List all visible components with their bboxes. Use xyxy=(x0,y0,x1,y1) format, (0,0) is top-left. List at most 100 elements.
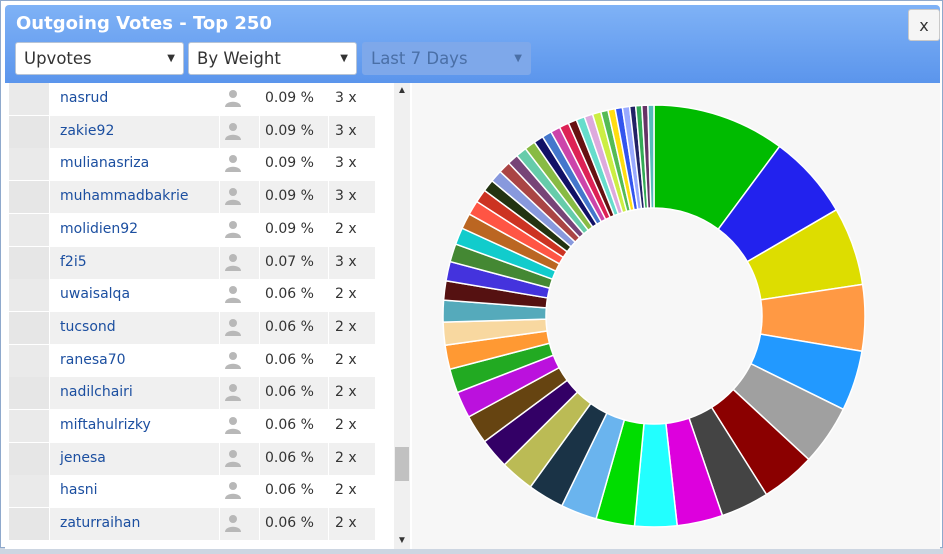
vote-percent: 0.06 % xyxy=(265,515,314,532)
vote-percent: 0.06 % xyxy=(265,351,314,368)
voter-name-link[interactable]: zaturraihan xyxy=(60,515,141,532)
voter-name-link[interactable]: muhammadbakrie xyxy=(60,188,189,205)
rank-cell xyxy=(9,279,49,312)
vote-count: 3 x xyxy=(335,155,357,172)
vote-percent: 0.09 % xyxy=(265,188,314,205)
rank-cell xyxy=(9,410,49,442)
close-button[interactable]: x xyxy=(908,9,940,41)
sort-value: By Weight xyxy=(197,49,281,68)
voter-name-link[interactable]: hasni xyxy=(60,482,98,499)
vote-type-select[interactable]: Upvotes ▼ xyxy=(15,42,184,75)
chevron-down-icon[interactable]: ▼ xyxy=(397,535,407,546)
voter-name-link[interactable]: zakie92 xyxy=(60,122,115,139)
user-silhouette-icon[interactable] xyxy=(224,220,242,238)
table-row[interactable]: zaturraihan 0.06 % 2 x xyxy=(9,508,375,541)
user-silhouette-icon[interactable] xyxy=(224,253,242,271)
table-row[interactable]: uwaisalqa 0.06 % 2 x xyxy=(9,279,375,312)
voter-name-link[interactable]: molidien92 xyxy=(60,220,139,237)
voter-name-link[interactable]: uwaisalqa xyxy=(60,286,131,303)
user-silhouette-icon[interactable] xyxy=(224,285,242,304)
user-silhouette-icon[interactable] xyxy=(224,89,242,107)
voter-name-link[interactable]: nasrud xyxy=(60,90,109,106)
user-silhouette-icon[interactable] xyxy=(224,351,242,369)
table-row[interactable]: hasni 0.06 % 2 x xyxy=(9,475,375,508)
vote-percent: 0.09 % xyxy=(265,90,314,106)
vote-count: 2 x xyxy=(335,482,357,499)
scrollbar-thumb[interactable] xyxy=(395,447,409,481)
table-row[interactable]: nadilchairi 0.06 % 2 x xyxy=(9,377,375,410)
rank-cell xyxy=(9,115,49,148)
chevron-up-icon[interactable]: ▲ xyxy=(397,85,407,96)
voter-name-link[interactable]: mulianasriza xyxy=(60,155,150,172)
rank-cell xyxy=(9,344,49,377)
user-silhouette-icon[interactable] xyxy=(224,187,242,206)
vote-percent: 0.06 % xyxy=(265,286,314,303)
voter-name-link[interactable]: jenesa xyxy=(60,449,106,466)
vote-percent: 0.06 % xyxy=(265,449,314,466)
voter-name-link[interactable]: f2i5 xyxy=(60,253,87,270)
table-row[interactable]: nasrud 0.09 % 3 x xyxy=(9,83,375,115)
vote-percent: 0.06 % xyxy=(265,384,314,401)
vote-count: 3 x xyxy=(335,253,357,270)
table-row[interactable]: miftahulrizky 0.06 % 2 x xyxy=(9,410,375,442)
vote-percent: 0.09 % xyxy=(265,122,314,139)
sort-select[interactable]: By Weight ▼ xyxy=(188,42,357,75)
vote-count: 3 x xyxy=(335,188,357,205)
dialog-title: Outgoing Votes - Top 250 xyxy=(16,13,272,34)
user-silhouette-icon[interactable] xyxy=(224,154,242,173)
period-select: Last 7 Days ▼ xyxy=(362,42,531,75)
user-silhouette-icon[interactable] xyxy=(224,318,242,336)
vote-type-value: Upvotes xyxy=(24,49,92,68)
user-silhouette-icon[interactable] xyxy=(224,122,242,140)
rank-cell xyxy=(9,148,49,181)
vote-count: 2 x xyxy=(335,286,357,303)
vote-count: 2 x xyxy=(335,351,357,368)
user-silhouette-icon[interactable] xyxy=(224,481,242,500)
vote-percent: 0.09 % xyxy=(265,155,314,172)
dialog-header: Outgoing Votes - Top 250 x Upvotes ▼ By … xyxy=(5,5,940,83)
user-silhouette-icon[interactable] xyxy=(224,514,242,533)
voter-name-link[interactable]: miftahulrizky xyxy=(60,417,151,433)
vote-count: 2 x xyxy=(335,318,357,335)
votes-donut-chart xyxy=(412,83,940,549)
voter-name-link[interactable]: nadilchairi xyxy=(60,384,133,401)
table-row[interactable]: mulianasriza 0.09 % 3 x xyxy=(9,148,375,181)
vote-percent: 0.07 % xyxy=(265,253,314,270)
vote-percent: 0.06 % xyxy=(265,417,314,433)
dialog-content: nasrud 0.09 % 3 x zakie92 0.09 % 3 x mulianasr… xyxy=(5,83,940,549)
table-row[interactable]: jenesa 0.06 % 2 x xyxy=(9,442,375,475)
table-row[interactable]: f2i5 0.07 % 3 x xyxy=(9,246,375,279)
vote-percent: 0.09 % xyxy=(265,220,314,237)
table-row[interactable]: molidien92 0.09 % 2 x xyxy=(9,213,375,246)
chevron-down-icon: ▼ xyxy=(167,53,175,64)
table-row[interactable]: ranesa70 0.06 % 2 x xyxy=(9,344,375,377)
user-silhouette-icon[interactable] xyxy=(224,416,242,434)
table-scrollbar[interactable]: ▲ ▼ xyxy=(394,83,410,549)
rank-cell xyxy=(9,213,49,246)
chevron-down-icon: ▼ xyxy=(514,53,522,64)
vote-count: 2 x xyxy=(335,384,357,401)
table-row[interactable]: zakie92 0.09 % 3 x xyxy=(9,115,375,148)
rank-cell xyxy=(9,442,49,475)
voter-name-link[interactable]: ranesa70 xyxy=(60,351,126,368)
vote-percent: 0.06 % xyxy=(265,482,314,499)
table-row[interactable]: muhammadbakrie 0.09 % 3 x xyxy=(9,181,375,214)
vote-count: 2 x xyxy=(335,515,357,532)
rank-cell xyxy=(9,83,49,115)
user-silhouette-icon[interactable] xyxy=(224,383,242,402)
rank-cell xyxy=(9,181,49,214)
vote-count: 3 x xyxy=(335,122,357,139)
table-row[interactable]: tucsond 0.06 % 2 x xyxy=(9,311,375,344)
vote-count: 2 x xyxy=(335,220,357,237)
vote-count: 2 x xyxy=(335,449,357,466)
voter-name-link[interactable]: tucsond xyxy=(60,318,116,335)
donut-slice-49[interactable] xyxy=(647,104,655,209)
rank-cell xyxy=(9,508,49,541)
vote-count: 2 x xyxy=(335,417,357,433)
user-silhouette-icon[interactable] xyxy=(224,449,242,467)
voters-table: nasrud 0.09 % 3 x zakie92 0.09 % 3 x mulianasr… xyxy=(9,83,375,549)
chevron-down-icon: ▼ xyxy=(340,53,348,64)
period-value: Last 7 Days xyxy=(371,49,468,68)
rank-cell xyxy=(9,475,49,508)
